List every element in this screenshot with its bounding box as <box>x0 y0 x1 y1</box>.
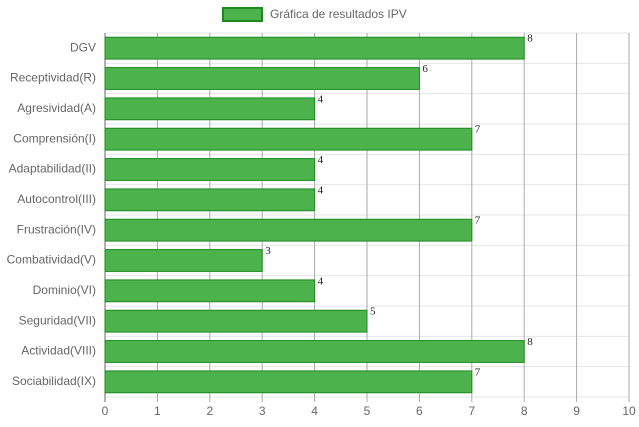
data-label: 5 <box>370 306 376 318</box>
bar <box>104 340 525 363</box>
y-tick-label: Dominio(VI) <box>33 283 96 297</box>
bar <box>104 249 263 272</box>
data-label: 7 <box>475 124 481 136</box>
x-tick-label: 1 <box>154 404 161 418</box>
y-tick-label: Frustración(IV) <box>17 222 96 236</box>
x-tick-label: 4 <box>311 404 318 418</box>
data-label: 4 <box>318 184 324 196</box>
bar <box>104 370 473 394</box>
data-label: 8 <box>527 33 533 45</box>
data-label: 8 <box>527 336 533 348</box>
y-tick-label: Comprensión(I) <box>13 131 96 145</box>
x-tick-label: 6 <box>416 404 423 418</box>
y-tick-label: Combatividad(V) <box>7 253 96 267</box>
x-tick-label: 5 <box>364 404 371 418</box>
bar <box>104 218 473 242</box>
x-tick-label: 8 <box>521 404 528 418</box>
legend-swatch <box>222 7 263 22</box>
x-tick-label: 0 <box>102 404 109 418</box>
bar <box>104 127 473 151</box>
data-label: 4 <box>318 93 324 105</box>
bar <box>104 279 316 303</box>
bar <box>104 36 525 60</box>
y-tick-label: Actividad(VIII) <box>21 344 96 358</box>
bar <box>104 188 316 212</box>
y-tick-label: Adaptabilidad(II) <box>9 162 96 176</box>
bar <box>104 158 316 181</box>
y-tick-label: DGV <box>70 40 96 54</box>
y-tick-label: Seguridad(VII) <box>19 313 96 327</box>
x-tick-label: 2 <box>206 404 213 418</box>
x-tick-label: 7 <box>468 404 475 418</box>
data-label: 7 <box>475 215 481 227</box>
legend-label: Gráfica de resultados IPV <box>270 7 407 21</box>
data-label: 7 <box>475 366 481 378</box>
bar <box>104 309 368 333</box>
bar <box>104 97 316 121</box>
bar <box>104 67 420 90</box>
data-label: 4 <box>318 154 324 166</box>
y-tick-label: Autocontrol(III) <box>17 192 96 206</box>
x-tick-label: 9 <box>573 404 580 418</box>
x-tick-label: 10 <box>622 404 636 418</box>
y-tick-label: Receptividad(R) <box>10 71 96 85</box>
x-tick-label: 3 <box>259 404 266 418</box>
y-tick-label: Agresividad(A) <box>17 101 96 115</box>
y-tick-label: Sociabilidad(IX) <box>12 374 96 388</box>
data-label: 6 <box>422 63 428 75</box>
data-label: 4 <box>318 275 324 287</box>
data-label: 3 <box>265 245 271 257</box>
